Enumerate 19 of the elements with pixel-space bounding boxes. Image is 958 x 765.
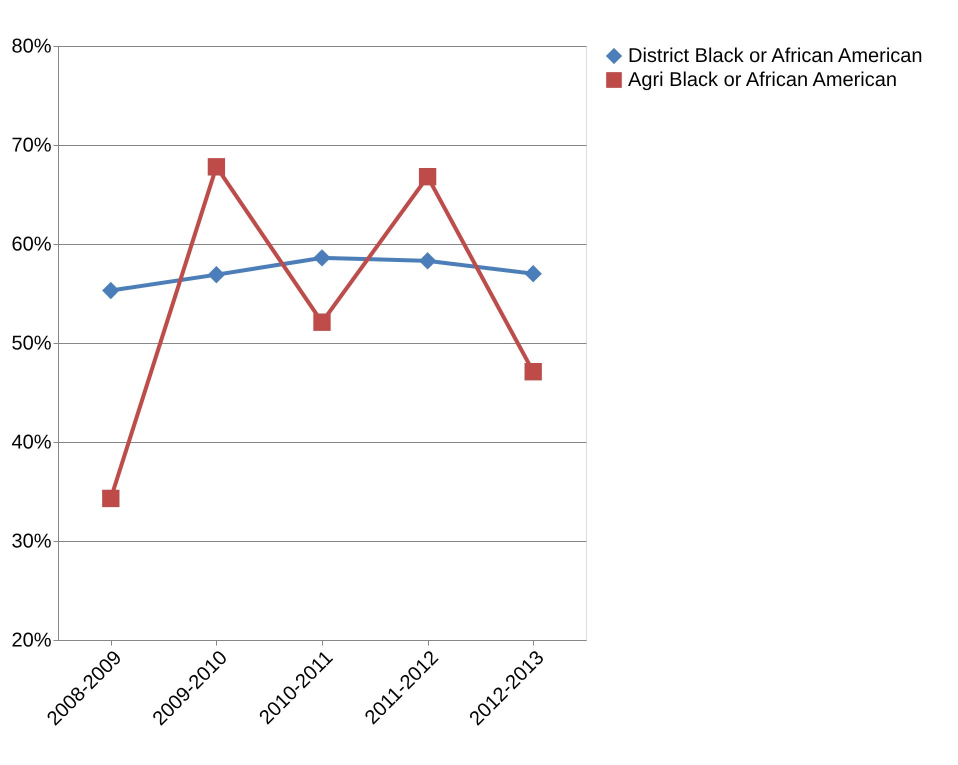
- point: [418, 252, 436, 270]
- point: [208, 158, 226, 176]
- point: [524, 363, 542, 380]
- y-tick-label: 70%: [11, 134, 52, 156]
- y-tick-label: 20%: [11, 630, 52, 652]
- point: [418, 168, 436, 186]
- y-tick-label: 50%: [11, 332, 52, 354]
- point: [524, 265, 542, 282]
- y-tick-label: 60%: [11, 234, 52, 256]
- point: [102, 490, 120, 508]
- y-tick-label: 40%: [11, 432, 52, 454]
- point: [313, 314, 331, 331]
- point: [313, 249, 331, 267]
- y-tick-label: 80%: [11, 36, 52, 58]
- point: [208, 266, 226, 284]
- y-tick-label: 30%: [11, 530, 52, 552]
- legend-label: Agri Black or African American: [628, 69, 897, 91]
- legend-label: District Black or African American: [628, 45, 923, 67]
- point: [102, 282, 120, 300]
